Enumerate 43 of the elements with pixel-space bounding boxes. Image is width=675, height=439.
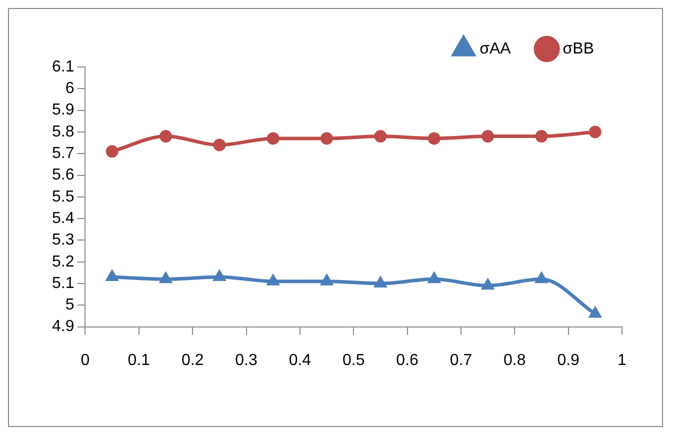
y-tick-label: 5.6	[52, 166, 74, 184]
x-tick-label: 0.1	[128, 352, 150, 369]
y-tick-label: 4.9	[52, 318, 74, 336]
x-tick-label: 0.7	[450, 352, 472, 369]
x-tick-label: 0.6	[396, 352, 419, 369]
point	[106, 145, 118, 158]
legend-label: σBB	[562, 40, 594, 58]
y-tick-label: 5.9	[52, 102, 74, 119]
y-tick-label: 5	[65, 296, 74, 314]
point	[482, 279, 494, 290]
point	[374, 277, 386, 288]
point	[482, 130, 494, 143]
x-tick-label: 0.3	[235, 352, 258, 369]
point	[428, 272, 440, 284]
y-tick-label: 5.3	[52, 232, 74, 249]
y-tick-label: 5.2	[52, 253, 74, 270]
x-tick-label: 0	[80, 352, 90, 369]
point	[588, 126, 602, 138]
point	[320, 132, 334, 145]
y-tick-label: 6.1	[52, 58, 74, 76]
point	[160, 130, 172, 143]
y-tick-label: 5.1	[52, 274, 74, 292]
y-tick-label: 6	[65, 80, 74, 98]
point	[213, 138, 226, 152]
legend-label: σAA	[480, 40, 512, 58]
point	[374, 130, 387, 143]
y-tick-label: 5.8	[52, 123, 74, 140]
point	[536, 272, 548, 284]
y-tick-label: 5.4	[52, 210, 74, 227]
point	[160, 272, 172, 284]
y-tick-label: 5.7	[52, 145, 74, 162]
point	[428, 132, 440, 145]
x-tick-label: 0.4	[288, 352, 312, 369]
y-tick-label: 5.5	[52, 188, 74, 206]
x-tick-label: 0.9	[557, 352, 580, 369]
point	[106, 270, 118, 282]
x-tick-label: 1	[618, 352, 627, 369]
point	[266, 132, 280, 145]
x-tick-label: 0.8	[504, 352, 526, 369]
x-tick-label: 0.2	[181, 352, 204, 369]
point	[214, 270, 226, 282]
x-tick-label: 0.5	[342, 352, 365, 369]
point	[535, 130, 548, 143]
